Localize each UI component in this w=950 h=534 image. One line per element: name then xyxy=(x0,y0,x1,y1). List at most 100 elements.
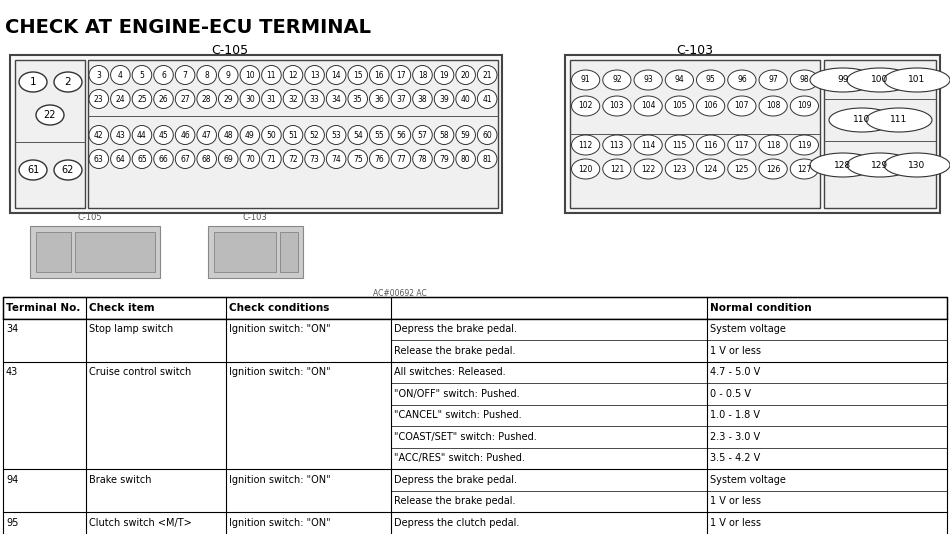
Ellipse shape xyxy=(218,125,238,145)
Text: 29: 29 xyxy=(223,95,233,104)
Text: 124: 124 xyxy=(703,164,718,174)
Ellipse shape xyxy=(696,70,725,90)
Bar xyxy=(3,447,947,469)
Text: 109: 109 xyxy=(797,101,811,111)
Text: 126: 126 xyxy=(766,164,780,174)
Text: 58: 58 xyxy=(439,130,448,139)
Text: 43: 43 xyxy=(116,130,125,139)
Text: 0 - 0.5 V: 0 - 0.5 V xyxy=(711,389,751,399)
Text: Ignition switch: "ON": Ignition switch: "ON" xyxy=(229,518,331,528)
Ellipse shape xyxy=(348,90,368,108)
Text: Clutch switch <M/T>: Clutch switch <M/T> xyxy=(89,518,192,528)
Text: 129: 129 xyxy=(871,161,888,169)
Text: 46: 46 xyxy=(180,130,190,139)
Text: 95: 95 xyxy=(706,75,715,84)
Ellipse shape xyxy=(19,72,47,92)
Ellipse shape xyxy=(759,70,788,90)
Text: 62: 62 xyxy=(62,165,74,175)
Bar xyxy=(15,60,85,208)
Ellipse shape xyxy=(132,150,152,169)
Text: Release the brake pedal.: Release the brake pedal. xyxy=(394,345,516,356)
Ellipse shape xyxy=(434,150,454,169)
Text: 76: 76 xyxy=(374,154,384,163)
Ellipse shape xyxy=(240,150,259,169)
Ellipse shape xyxy=(197,90,217,108)
Text: 72: 72 xyxy=(288,154,297,163)
Ellipse shape xyxy=(478,125,497,145)
Text: 113: 113 xyxy=(610,140,624,150)
Text: Normal condition: Normal condition xyxy=(711,303,812,313)
Ellipse shape xyxy=(348,125,368,145)
Ellipse shape xyxy=(327,125,346,145)
Text: 21: 21 xyxy=(483,70,492,80)
Text: 121: 121 xyxy=(610,164,624,174)
Text: 3.5 - 4.2 V: 3.5 - 4.2 V xyxy=(711,453,760,464)
Text: 119: 119 xyxy=(797,140,811,150)
Ellipse shape xyxy=(283,150,303,169)
Ellipse shape xyxy=(176,125,195,145)
Text: 9: 9 xyxy=(226,70,231,80)
Ellipse shape xyxy=(110,66,130,84)
Ellipse shape xyxy=(327,150,346,169)
Text: 25: 25 xyxy=(137,95,146,104)
Text: 112: 112 xyxy=(579,140,593,150)
Text: 39: 39 xyxy=(439,95,449,104)
Text: 81: 81 xyxy=(483,154,492,163)
Ellipse shape xyxy=(327,90,346,108)
Text: 51: 51 xyxy=(288,130,297,139)
Ellipse shape xyxy=(132,90,152,108)
Ellipse shape xyxy=(348,66,368,84)
Text: 13: 13 xyxy=(310,70,319,80)
Text: 38: 38 xyxy=(418,95,428,104)
Ellipse shape xyxy=(847,153,913,177)
Ellipse shape xyxy=(634,96,662,116)
Ellipse shape xyxy=(110,150,130,169)
Text: 27: 27 xyxy=(180,95,190,104)
Text: 45: 45 xyxy=(159,130,168,139)
Ellipse shape xyxy=(197,150,217,169)
Ellipse shape xyxy=(154,125,173,145)
Text: 4.7 - 5.0 V: 4.7 - 5.0 V xyxy=(711,367,760,377)
Ellipse shape xyxy=(478,90,497,108)
Text: 100: 100 xyxy=(871,75,888,84)
Ellipse shape xyxy=(305,66,324,84)
Ellipse shape xyxy=(197,66,217,84)
Ellipse shape xyxy=(810,68,876,92)
Ellipse shape xyxy=(884,68,950,92)
Text: 91: 91 xyxy=(580,75,591,84)
Ellipse shape xyxy=(176,66,195,84)
Bar xyxy=(3,404,947,426)
Text: 34: 34 xyxy=(332,95,341,104)
Ellipse shape xyxy=(54,72,82,92)
Ellipse shape xyxy=(197,125,217,145)
Ellipse shape xyxy=(391,90,410,108)
Text: 44: 44 xyxy=(137,130,147,139)
Ellipse shape xyxy=(348,150,368,169)
Ellipse shape xyxy=(218,150,238,169)
Ellipse shape xyxy=(412,90,432,108)
Text: 116: 116 xyxy=(703,140,718,150)
Ellipse shape xyxy=(665,159,694,179)
Ellipse shape xyxy=(434,125,454,145)
Text: CHECK AT ENGINE-ECU TERMINAL: CHECK AT ENGINE-ECU TERMINAL xyxy=(5,18,371,37)
Text: 99: 99 xyxy=(837,75,848,84)
Ellipse shape xyxy=(154,66,173,84)
Text: System voltage: System voltage xyxy=(711,324,786,334)
Ellipse shape xyxy=(391,125,410,145)
Text: 5: 5 xyxy=(140,70,144,80)
Text: 37: 37 xyxy=(396,95,406,104)
Text: 74: 74 xyxy=(332,154,341,163)
Text: 30: 30 xyxy=(245,95,255,104)
Ellipse shape xyxy=(54,160,82,180)
Ellipse shape xyxy=(240,90,259,108)
Bar xyxy=(208,226,303,278)
Text: Cruise control switch: Cruise control switch xyxy=(89,367,191,377)
Text: 3: 3 xyxy=(96,70,102,80)
Ellipse shape xyxy=(478,150,497,169)
Text: Ignition switch: "ON": Ignition switch: "ON" xyxy=(229,475,331,485)
Text: 1: 1 xyxy=(29,77,36,87)
Ellipse shape xyxy=(283,66,303,84)
Text: 54: 54 xyxy=(352,130,363,139)
Bar xyxy=(565,55,940,213)
Text: All switches: Released.: All switches: Released. xyxy=(394,367,505,377)
